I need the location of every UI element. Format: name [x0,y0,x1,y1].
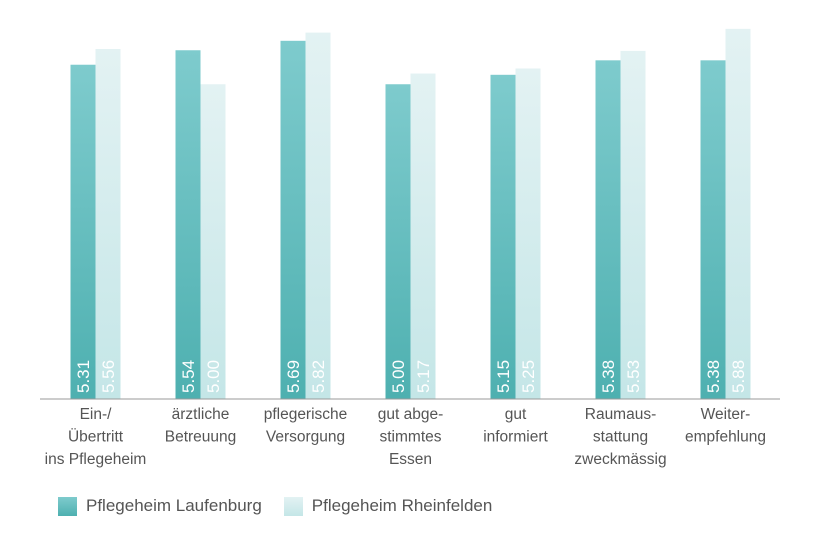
category-label-2: pflegerische Versorgung [264,406,348,446]
bar-rheinfelden-3 [410,73,436,400]
value-label-laufenburg-5: 5.38 [599,360,618,393]
value-label-rheinfelden-0: 5.56 [99,360,118,393]
value-label-rheinfelden-1: 5.00 [204,360,223,393]
bar-rheinfelden-4 [515,68,541,400]
bar-laufenburg-1 [175,50,201,399]
category-label-3: gut abge-stimmtes Essen [378,406,444,468]
bar-laufenburg-2 [280,40,306,399]
bar-rheinfelden-6 [725,28,751,399]
legend-swatch-laufenburg [58,496,77,516]
value-label-rheinfelden-3: 5.17 [414,360,433,393]
category-label-1: ärztliche Betreuung [165,406,237,446]
bar-rheinfelden-2 [305,32,331,400]
value-label-rheinfelden-2: 5.82 [309,360,328,393]
legend-label-laufenburg: Pflegeheim Laufenburg [86,496,262,515]
category-label-6: Weiter-empfehlung [685,406,766,446]
value-label-rheinfelden-4: 5.25 [519,360,538,393]
legend-label-rheinfelden: Pflegeheim Rheinfelden [311,496,493,515]
legend-item-laufenburg: Pflegeheim Laufenburg [58,496,262,516]
value-label-rheinfelden-5: 5.53 [624,360,643,393]
bar-laufenburg-6 [700,60,726,400]
bar-laufenburg-4 [490,74,516,399]
value-label-rheinfelden-6: 5.88 [729,360,748,393]
category-label-0: Ein-/Übertritt ins Pflegeheim [45,406,147,468]
bar-laufenburg-5 [595,60,621,400]
bar-laufenburg-3 [385,84,411,399]
value-label-laufenburg-2: 5.69 [284,360,303,393]
bar-rheinfelden-5 [620,50,646,400]
category-label-4: gut informiert [483,406,548,446]
bar-rheinfelden-0 [95,48,121,400]
bar-rheinfelden-1 [200,84,226,399]
category-label-5: Raumaus-stattung zweckmässig [574,406,666,468]
value-label-laufenburg-3: 5.00 [389,360,408,393]
legend-item-rheinfelden: Pflegeheim Rheinfelden [283,496,493,516]
value-label-laufenburg-0: 5.31 [74,360,93,393]
legend-swatch-rheinfelden [283,496,303,516]
bar-laufenburg-0 [70,64,96,400]
value-label-laufenburg-4: 5.15 [494,360,513,393]
legend: Pflegeheim Laufenburg Pflegeheim Rheinfe… [58,496,514,516]
value-label-laufenburg-6: 5.38 [704,360,723,393]
value-label-laufenburg-1: 5.54 [179,360,198,393]
